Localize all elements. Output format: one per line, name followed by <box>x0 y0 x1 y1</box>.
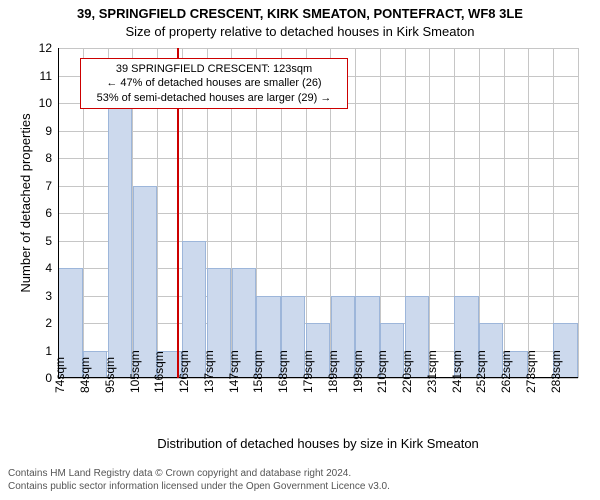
y-tick-label: 3 <box>30 289 52 303</box>
y-tick-label: 9 <box>30 124 52 138</box>
chart-title-line1: 39, SPRINGFIELD CRESCENT, KIRK SMEATON, … <box>0 6 600 21</box>
gridline-v <box>578 48 579 378</box>
y-tick-label: 5 <box>30 234 52 248</box>
y-tick-label: 4 <box>30 261 52 275</box>
chart-title-line2: Size of property relative to detached ho… <box>0 24 600 39</box>
plot-area: 39 SPRINGFIELD CRESCENT: 123sqm← 47% of … <box>58 48 578 378</box>
gridline-h <box>58 131 578 132</box>
gridline-v <box>504 48 505 378</box>
footer-attribution: Contains HM Land Registry data © Crown c… <box>8 468 390 493</box>
footer-line1: Contains HM Land Registry data © Crown c… <box>8 468 390 481</box>
y-tick-label: 6 <box>30 206 52 220</box>
annotation-line1: 39 SPRINGFIELD CRESCENT: 123sqm <box>87 62 341 76</box>
y-tick-label: 7 <box>30 179 52 193</box>
gridline-h <box>58 48 578 49</box>
annotation-box: 39 SPRINGFIELD CRESCENT: 123sqm← 47% of … <box>80 58 348 109</box>
annotation-line3: 53% of semi-detached houses are larger (… <box>87 91 341 105</box>
gridline-h <box>58 158 578 159</box>
y-tick-label: 1 <box>30 344 52 358</box>
annotation-line2: ← 47% of detached houses are smaller (26… <box>87 76 341 90</box>
y-tick-label: 11 <box>30 69 52 83</box>
histogram-bar <box>133 186 157 379</box>
footer-line2: Contains public sector information licen… <box>8 481 390 494</box>
y-tick-label: 12 <box>30 41 52 55</box>
x-axis-title: Distribution of detached houses by size … <box>58 436 578 451</box>
y-tick-label: 2 <box>30 316 52 330</box>
y-tick-label: 10 <box>30 96 52 110</box>
y-axis-line <box>58 48 59 378</box>
chart-container: { "title": { "line1": "39, SPRINGFIELD C… <box>0 0 600 500</box>
histogram-bar <box>108 103 132 378</box>
gridline-v <box>528 48 529 378</box>
gridline-v <box>429 48 430 378</box>
y-tick-label: 0 <box>30 371 52 385</box>
y-tick-label: 8 <box>30 151 52 165</box>
